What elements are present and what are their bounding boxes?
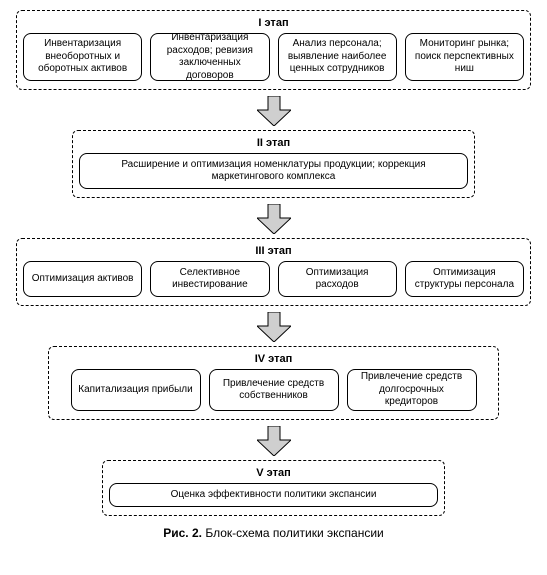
stage-5-row: Оценка эффективности политики экспансии bbox=[109, 483, 438, 507]
arrow-down-icon bbox=[257, 204, 291, 234]
stage-4: IV этап Капитализация прибыли Привлечени… bbox=[48, 346, 499, 420]
stage-3-node-0: Оптимизация активов bbox=[23, 261, 142, 297]
arrow-down-icon bbox=[257, 96, 291, 126]
stage-5-title: V этап bbox=[109, 467, 438, 479]
stage-2: II этап Расширение и оптимизация номенкл… bbox=[72, 130, 475, 198]
stage-5: V этап Оценка эффективности политики экс… bbox=[102, 460, 445, 516]
caption-label: Рис. 2. bbox=[163, 526, 202, 540]
stage-3-node-2: Оптимизация расходов bbox=[278, 261, 397, 297]
stage-2-title: II этап bbox=[79, 137, 468, 149]
stage-3-node-1: Селективное инвестирование bbox=[150, 261, 269, 297]
flowchart-canvas: I этап Инвентаризация внеоборотных и обо… bbox=[0, 0, 547, 548]
stage-1-node-3: Мониторинг рынка; поиск перспективных ни… bbox=[405, 33, 524, 81]
stage-3-row: Оптимизация активов Селективное инвестир… bbox=[23, 261, 524, 297]
stage-4-row: Капитализация прибыли Привлечение средст… bbox=[55, 369, 492, 411]
arrow-2-3 bbox=[12, 204, 535, 234]
stage-5-node-0: Оценка эффективности политики экспансии bbox=[109, 483, 438, 507]
arrow-down-icon bbox=[257, 426, 291, 456]
stage-4-node-0: Капитализация прибыли bbox=[71, 369, 201, 411]
arrow-1-2 bbox=[12, 96, 535, 126]
arrow-3-4 bbox=[12, 312, 535, 342]
stage-3-node-3: Оптимизация структуры персонала bbox=[405, 261, 524, 297]
stage-2-row: Расширение и оптимизация номенклатуры пр… bbox=[79, 153, 468, 189]
stage-4-node-2: Привлечение средств долгосрочных кредито… bbox=[347, 369, 477, 411]
arrow-down-icon bbox=[257, 312, 291, 342]
stage-1-node-2: Анализ персонала; выявление наиболее цен… bbox=[278, 33, 397, 81]
stage-1-node-0: Инвентаризация внеоборотных и оборотных … bbox=[23, 33, 142, 81]
stage-3: III этап Оптимизация активов Селективное… bbox=[16, 238, 531, 306]
stage-4-node-1: Привлечение средств собственников bbox=[209, 369, 339, 411]
stage-1-row: Инвентаризация внеоборотных и оборотных … bbox=[23, 33, 524, 81]
caption-text: Блок-схема политики экспансии bbox=[205, 526, 383, 540]
stage-1: I этап Инвентаризация внеоборотных и обо… bbox=[16, 10, 531, 90]
stage-4-title: IV этап bbox=[55, 353, 492, 365]
arrow-4-5 bbox=[12, 426, 535, 456]
stage-3-title: III этап bbox=[23, 245, 524, 257]
stage-1-title: I этап bbox=[23, 17, 524, 29]
stage-2-node-0: Расширение и оптимизация номенклатуры пр… bbox=[79, 153, 468, 189]
stage-1-node-1: Инвентаризация расходов; ревизия заключе… bbox=[150, 33, 269, 81]
figure-caption: Рис. 2. Блок-схема политики экспансии bbox=[12, 526, 535, 540]
